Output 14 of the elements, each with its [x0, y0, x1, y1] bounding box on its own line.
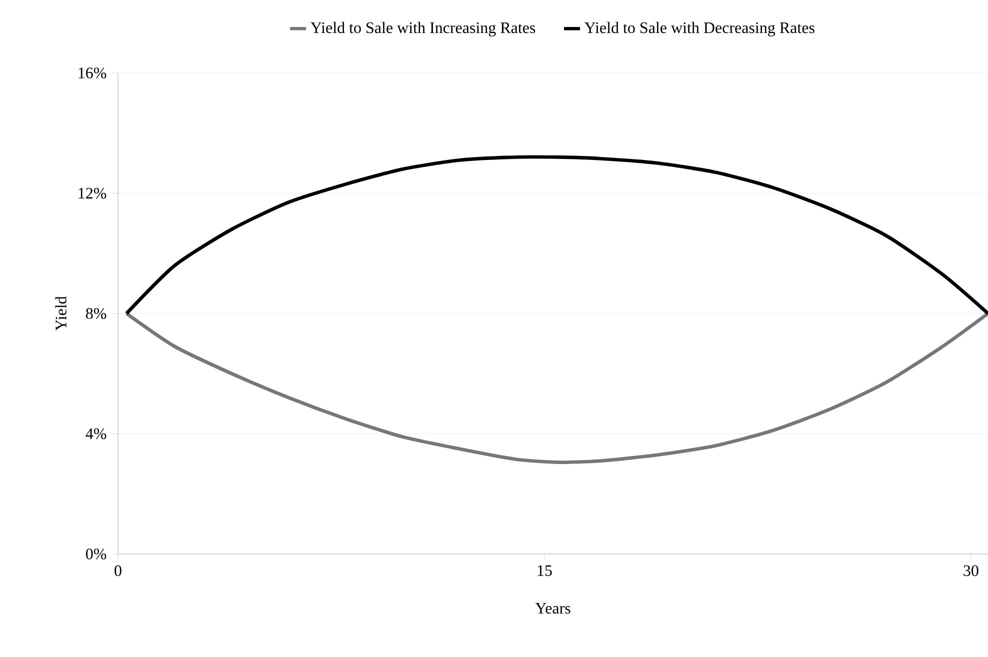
- x-tick-label: 30: [964, 565, 978, 576]
- x-axis-title: Years: [535, 603, 570, 614]
- y-tick-label: 4%: [86, 428, 106, 440]
- line-series: [124, 312, 988, 464]
- y-tick-label: 12%: [78, 188, 106, 199]
- legend-label: Yield to Sale with Increasing Rates: [310, 22, 536, 36]
- y-tick-label: 8%: [86, 308, 106, 319]
- legend-label: Yield to Sale with Decreasing Rates: [584, 22, 814, 36]
- x-tick-label: 15: [538, 565, 552, 576]
- x-tick-label: 0: [114, 565, 122, 576]
- line-series: [124, 155, 988, 316]
- y-tick-label: 0%: [86, 548, 106, 560]
- y-axis-title: Yield: [55, 296, 66, 331]
- y-tick-label: 16%: [78, 68, 106, 78]
